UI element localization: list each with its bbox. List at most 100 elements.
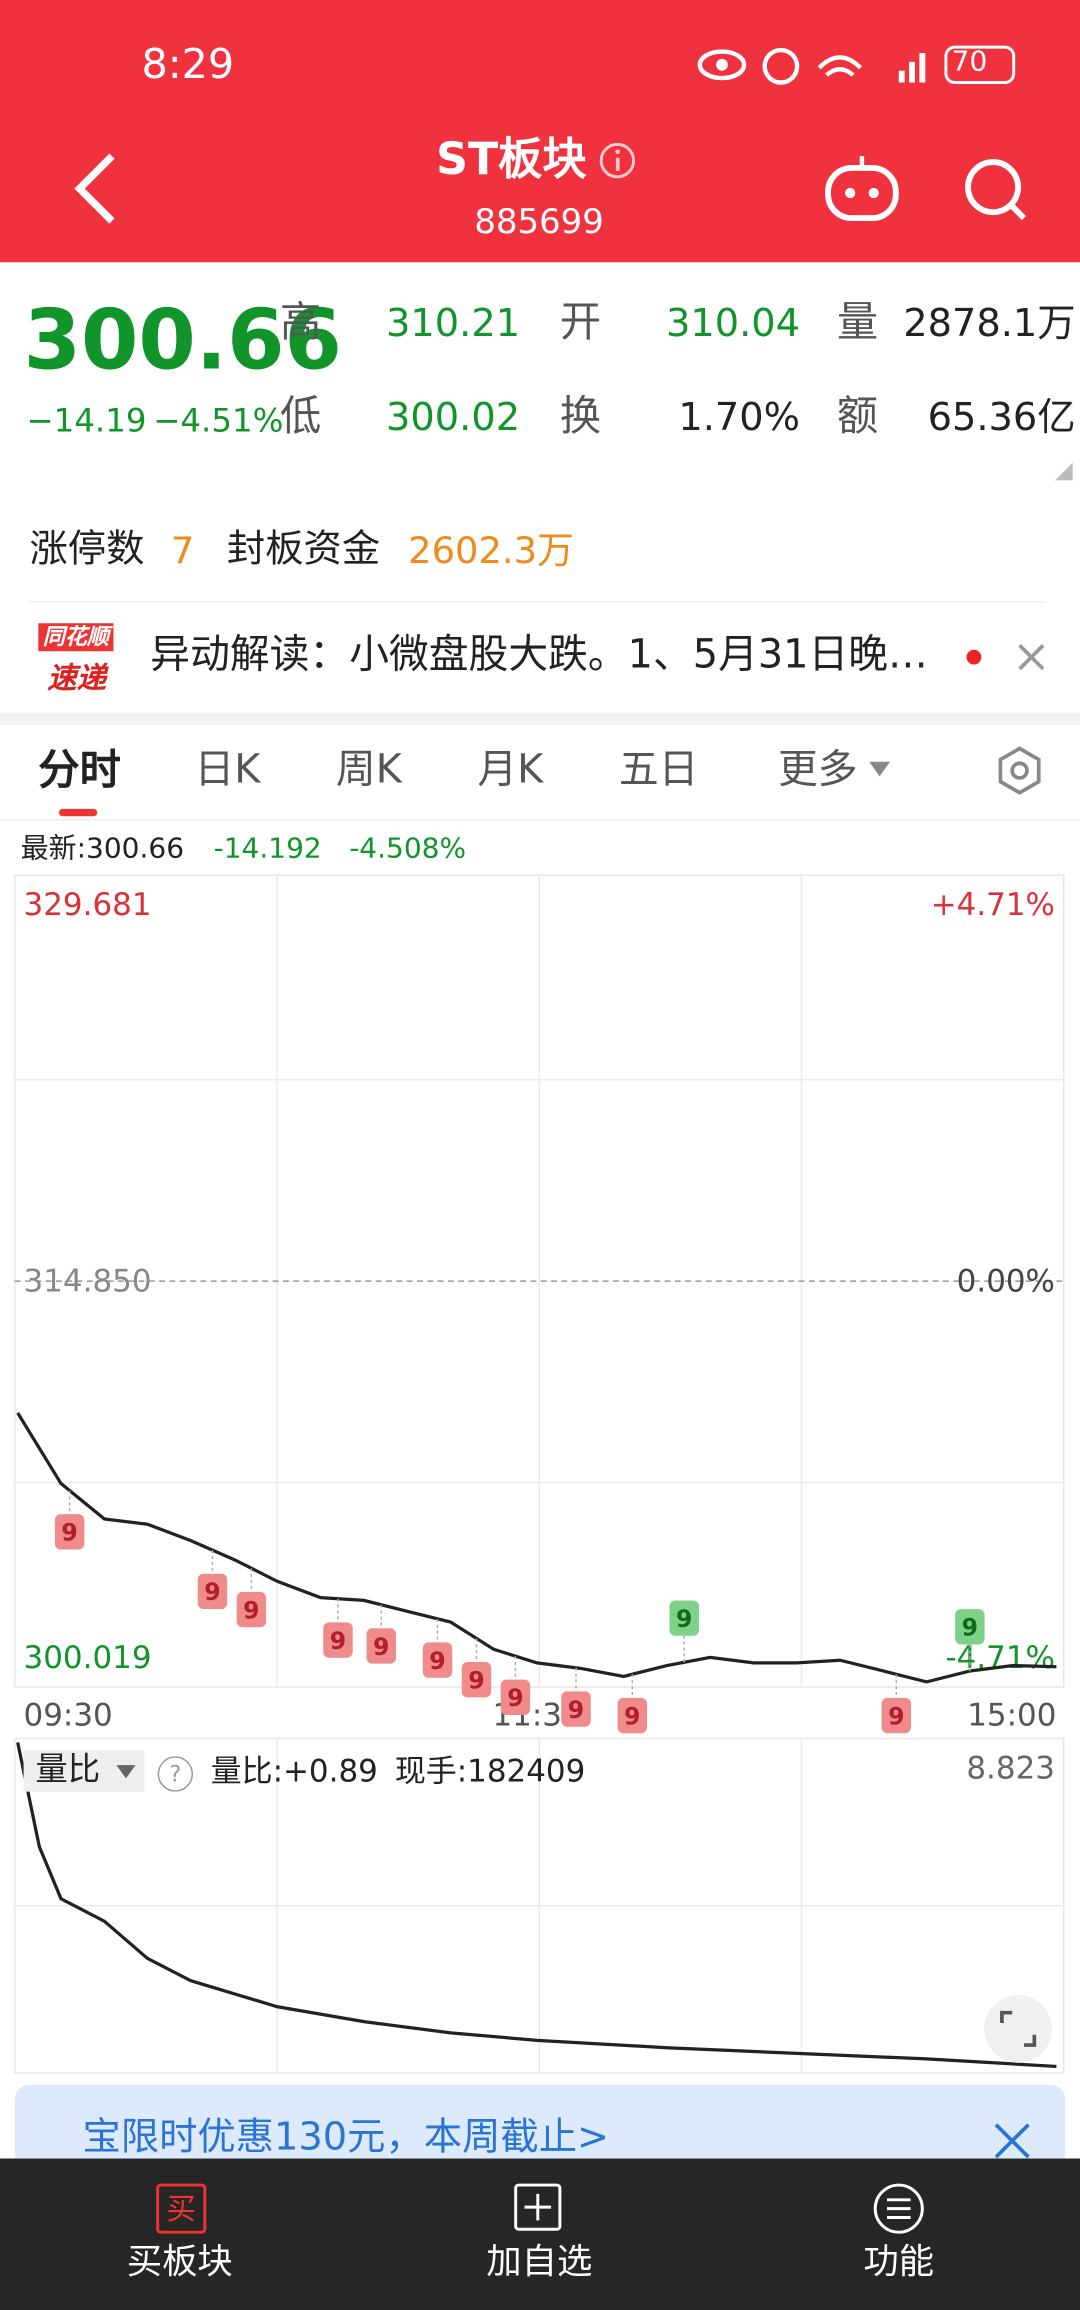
- signal-badge: [461, 1661, 492, 1698]
- divider: [29, 601, 1047, 603]
- code: 885699: [474, 203, 604, 242]
- nav-label[interactable]: 买板块: [126, 2241, 233, 2283]
- limit-label: 涨停数: [29, 527, 145, 572]
- signal-label: 9: [568, 1696, 584, 1724]
- signal-badge: [323, 1622, 353, 1658]
- y2-tick-label: +4.71%: [931, 887, 1055, 923]
- change: −14.19: [26, 403, 147, 441]
- price: 300.66: [23, 293, 342, 389]
- banner[interactable]: [14, 2084, 1066, 2174]
- signal-badge: [669, 1600, 699, 1636]
- tab[interactable]: 月K: [477, 747, 544, 793]
- info-icon[interactable]: [597, 140, 641, 184]
- change-pct: −4.51%: [153, 403, 284, 441]
- signal-label: 9: [373, 1633, 389, 1661]
- limit-count: 7: [170, 528, 195, 572]
- field-label: 换: [559, 391, 602, 441]
- signal-label: 9: [330, 1627, 346, 1655]
- signal-badge: [955, 1609, 985, 1645]
- x-tick-label: 09:30: [24, 1697, 113, 1733]
- hand-value: 现手:182409: [394, 1753, 586, 1789]
- separator: [0, 713, 1080, 725]
- logo-bottom: 速递: [47, 660, 107, 696]
- nav-label[interactable]: 功能: [863, 2241, 935, 2283]
- signal-label: 9: [624, 1702, 640, 1730]
- signal-badge: [881, 1697, 912, 1734]
- signal-label: 9: [429, 1647, 445, 1675]
- dropdown-arrow: [116, 1765, 136, 1779]
- field-value: 300.02: [386, 396, 521, 441]
- signal-badge: [422, 1642, 453, 1678]
- charts: 329.681 314.850 300.019 +4.71% 0.00% -4.71% 09…: [13, 874, 1065, 2074]
- tab[interactable]: 周K: [335, 747, 402, 793]
- nav-icon[interactable]: 买: [156, 2183, 207, 2234]
- settings-icon[interactable]: [993, 744, 1046, 797]
- signal-label: 9: [204, 1578, 220, 1606]
- help-icon[interactable]: ?: [157, 1756, 194, 1792]
- signal-badge: [197, 1573, 228, 1610]
- title: ST板块: [436, 134, 587, 186]
- fund-value: 2602.3万: [408, 528, 574, 572]
- y-tick-label: 300.019: [24, 1640, 152, 1676]
- y2-tick-label: -4.71%: [946, 1640, 1055, 1676]
- signal-label: 9: [243, 1596, 259, 1624]
- field-value: 1.70%: [678, 396, 801, 441]
- corner-mark: [1054, 462, 1073, 481]
- tab[interactable]: 日K: [194, 747, 261, 793]
- y-tick-label: 329.681: [24, 887, 152, 923]
- field-label: 额: [836, 391, 879, 441]
- price-line: [16, 1411, 1057, 1684]
- tab-indicator: [58, 808, 98, 817]
- back-button[interactable]: [59, 147, 133, 230]
- y-tick-label: 8.823: [966, 1750, 1055, 1786]
- y-tick-label: 314.850: [24, 1263, 152, 1299]
- field-label: 量: [836, 297, 879, 347]
- status-time: 8:29: [141, 39, 235, 89]
- field-value: 65.36亿: [927, 396, 1076, 441]
- latest-label: 最新:300.66: [20, 832, 185, 865]
- signal-label: 9: [468, 1667, 484, 1695]
- latest-change: -14.192: [213, 832, 322, 865]
- dropdown-arrow: [869, 761, 890, 777]
- y2-tick-label: 0.00%: [957, 1263, 1055, 1299]
- field-value: 2878.1万: [903, 302, 1076, 347]
- signal-label: 9: [676, 1605, 692, 1633]
- signal-badge: [236, 1591, 267, 1628]
- fund-label: 封板资金: [226, 527, 381, 572]
- field-label: 开: [559, 297, 602, 347]
- banner-close[interactable]: [990, 2119, 1034, 2163]
- header-bar: [0, 0, 1080, 263]
- tab[interactable]: 五日: [618, 747, 699, 793]
- tab[interactable]: 分时: [38, 745, 121, 795]
- signal-badge: [500, 1679, 531, 1716]
- search-icon[interactable]: [958, 153, 1032, 227]
- nav-icon[interactable]: [513, 2182, 566, 2235]
- signal-label: 9: [962, 1614, 978, 1642]
- signal-badge: [617, 1697, 648, 1734]
- signal-label: 9: [888, 1702, 904, 1730]
- price-line: [16, 1742, 1057, 2069]
- nav-label[interactable]: 加自选: [486, 2241, 593, 2283]
- x-tick-label: 15:00: [967, 1697, 1056, 1733]
- divider: [0, 819, 1080, 821]
- expand-button[interactable]: [981, 1992, 1055, 2066]
- status-icons: [697, 45, 1016, 85]
- news-controls[interactable]: [961, 639, 1049, 677]
- tab[interactable]: 更多: [777, 747, 858, 793]
- logo-top: 同花顺: [38, 623, 114, 652]
- signal-badge: [54, 1514, 85, 1550]
- banner-text[interactable]: 宝限时优惠130元，本周截止>: [82, 2115, 610, 2161]
- field-value: 310.21: [386, 302, 521, 347]
- field-value: 310.04: [665, 302, 801, 347]
- news-text[interactable]: 异动解读：小微盘股大跌。1、5月31日晚…: [150, 632, 928, 678]
- field-label: 低: [279, 391, 322, 441]
- signal-badge: [561, 1691, 591, 1727]
- signal-badge: [366, 1628, 396, 1664]
- robot-icon[interactable]: [819, 147, 907, 230]
- ratio-value: 量比:+0.89: [210, 1753, 378, 1789]
- field-label: 高: [279, 297, 322, 347]
- signal-label: 9: [507, 1684, 523, 1712]
- signal-label: 9: [61, 1519, 77, 1547]
- nav-icon[interactable]: [872, 2182, 925, 2235]
